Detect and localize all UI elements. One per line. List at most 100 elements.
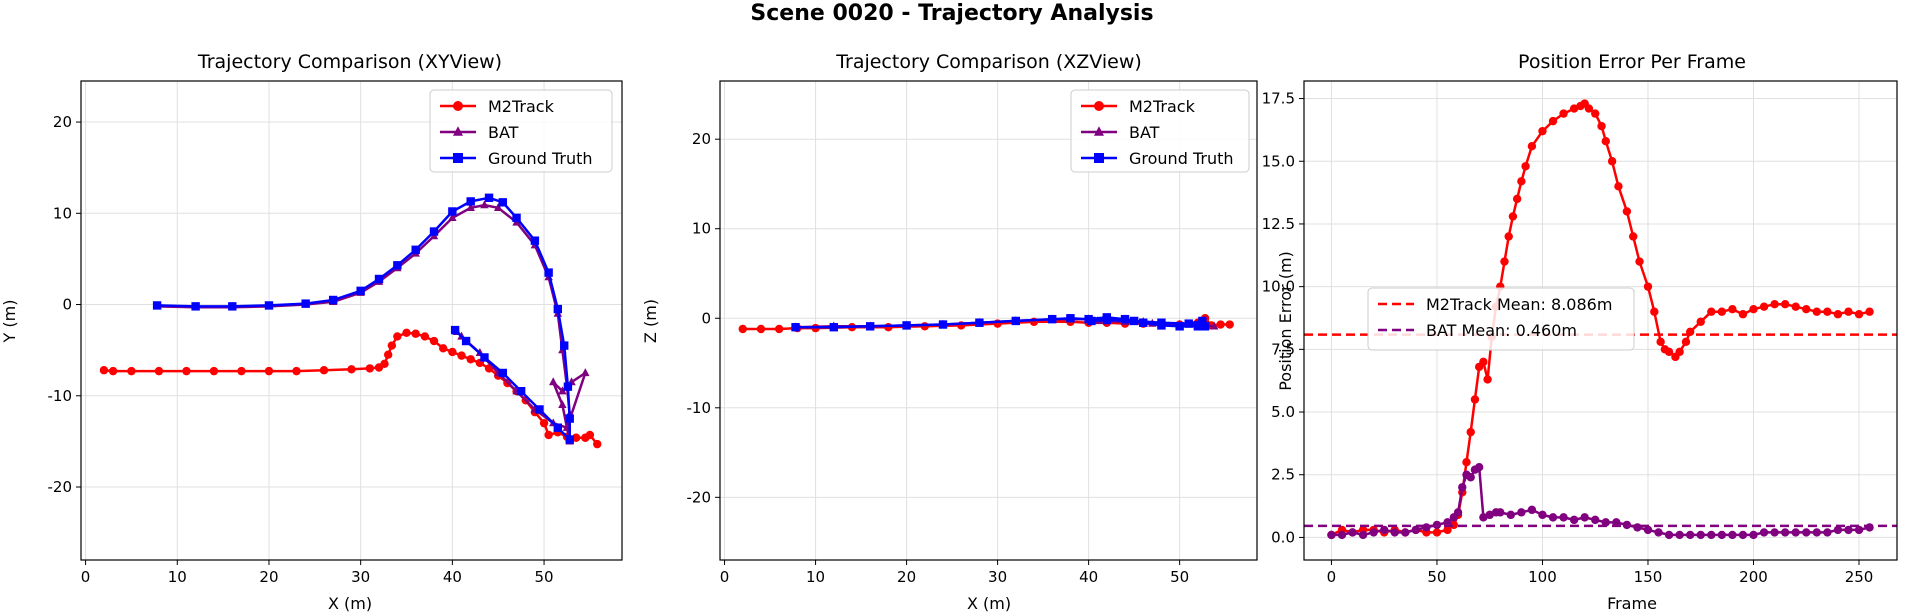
legend: M2Track Mean: 8.086m BAT Mean: 0.460m [1367,287,1635,351]
data-point [127,366,136,376]
data-point [1643,282,1653,291]
data-point [319,366,329,375]
chart-panel-xy: Trajectory Comparison (XYView) X (m) Y (… [0,51,623,613]
data-point [1496,508,1505,517]
data-point [1559,513,1568,522]
y-tick-label: 17.5 [1262,90,1295,108]
data-point [1635,257,1644,266]
data-point [1087,316,1096,326]
data-point [1844,307,1853,316]
data-point [1139,318,1148,327]
data-point [438,344,448,353]
data-point [530,236,540,245]
data-point [512,213,521,223]
data-point [1780,528,1790,537]
data-point [461,336,471,346]
data-point [1348,528,1357,537]
data-point [1802,305,1811,314]
data-point [420,332,430,341]
data-point [484,193,494,202]
data-point [1823,307,1832,316]
data-point [1369,528,1378,537]
plot-content [738,313,1234,334]
data-point [549,377,558,386]
series-line [103,331,599,445]
data-point [1597,121,1606,131]
data-point [1508,212,1518,221]
data-point [1175,322,1184,331]
data-point [1749,305,1758,314]
x-tick-label: 200 [1739,568,1768,586]
y-tick-label: 2.5 [1271,466,1295,484]
data-point [393,332,402,341]
y-tick-label: 15.0 [1262,152,1295,170]
data-point [402,328,411,338]
y-tick-label: -20 [687,488,712,506]
data-point [191,302,200,311]
data-point [738,324,747,334]
x-axis-label-xy: X (m) [328,594,372,613]
data-point [1629,232,1638,241]
data-point [1812,307,1822,316]
y-tick-label: -20 [48,478,73,496]
data-point [1120,314,1130,324]
data-point [209,366,219,376]
legend-marker [1094,126,1104,136]
y-tick-label: 0.0 [1271,528,1295,546]
data-point [152,301,162,310]
data-point [1157,318,1166,327]
legend: M2Track BAT Ground Truth [1070,89,1250,173]
data-point [1569,515,1579,525]
data-point [553,304,563,314]
data-point [365,364,375,373]
x-tick-label: 50 [1170,568,1189,586]
data-point [1696,530,1705,540]
chart-panel-error: Position Error Per Frame Frame Position … [1262,51,1898,613]
data-point [774,324,784,334]
data-point [1643,525,1653,535]
data-point [1759,302,1769,311]
y-axis-label-xy: Y (m) [0,300,19,344]
x-tick-label: 150 [1634,568,1663,586]
data-point [1066,314,1075,323]
data-point [1517,177,1526,186]
data-point [1780,299,1790,309]
data-point [1216,320,1225,329]
data-point [1102,315,1112,325]
data-point [1854,525,1864,535]
data-point [1011,316,1021,326]
data-point [558,400,567,409]
data-point [1466,427,1475,437]
data-point [1607,157,1617,166]
data-point [1337,530,1347,540]
data-point [498,368,507,378]
data-point [387,341,397,350]
data-point [1823,528,1832,537]
data-point [1512,194,1522,204]
data-point [539,418,549,428]
plot-area-error: 0 50 100 150 200 250 0.0 2.5 5.0 7.5 10.0 12.5 15.0 1… [1262,80,1898,586]
data-point [448,213,457,222]
y-tick-label: 10.0 [1262,278,1295,296]
data-point [1401,528,1410,537]
data-point [1327,530,1336,540]
data-point [1802,528,1811,537]
data-point [1500,257,1509,266]
legend-marker [1094,153,1104,163]
x-tick-label: 30 [988,568,1007,586]
figure-title: Scene 0020 - Trajectory Analysis [750,1,1153,26]
data-point [1707,530,1716,540]
y-tick-label: 12.5 [1262,215,1295,233]
data-point [791,323,800,332]
data-point [1791,528,1800,537]
data-point [1538,126,1547,136]
y-tick-label: -10 [48,387,73,405]
y-tick-label: 5.0 [1271,403,1295,421]
data-point [1612,518,1621,527]
data-point [1548,116,1558,126]
data-point [593,439,602,449]
data-point [581,368,590,377]
data-point [1453,508,1463,517]
data-point [457,351,466,360]
data-point [1865,307,1874,316]
